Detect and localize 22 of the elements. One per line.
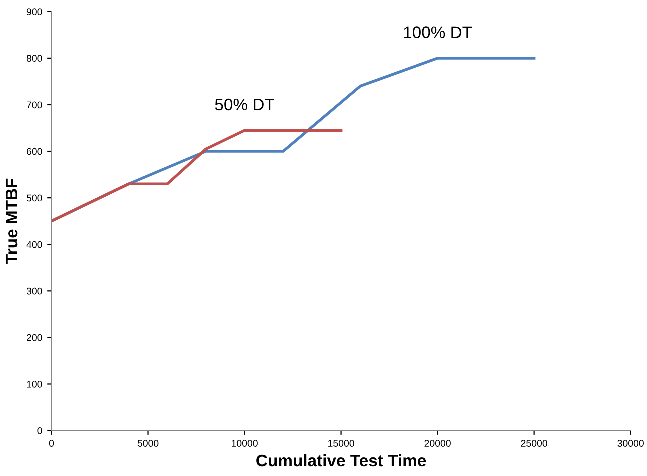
y-tick-label: 300 bbox=[26, 288, 42, 295]
x-tick-label: 5000 bbox=[138, 440, 159, 447]
x-tick-label: 15000 bbox=[328, 440, 354, 447]
x-axis-title: Cumulative Test Time bbox=[256, 454, 426, 467]
x-tick-label: 20000 bbox=[424, 440, 451, 447]
x-tick-label: 25000 bbox=[521, 440, 548, 447]
x-tick-label: 0 bbox=[49, 440, 54, 447]
y-tick-label: 0 bbox=[38, 428, 42, 434]
y-tick-label: 500 bbox=[26, 194, 42, 202]
y-tick-label: 400 bbox=[26, 241, 42, 248]
series-label: 100% DT bbox=[404, 26, 472, 38]
line-series bbox=[52, 129, 343, 223]
y-tick-label: 900 bbox=[26, 8, 42, 16]
y-tick-label: 200 bbox=[27, 334, 42, 342]
x-tick-label: 10000 bbox=[232, 440, 258, 447]
y-tick-label: 700 bbox=[27, 102, 42, 109]
y-tick-label: 800 bbox=[26, 55, 42, 62]
y-tick-label: 100 bbox=[27, 380, 42, 388]
y-axis-title: True MTBF bbox=[6, 178, 18, 264]
x-tick-label: 30000 bbox=[618, 440, 644, 447]
series-label: 50% DT bbox=[215, 98, 275, 111]
y-tick-label: 600 bbox=[27, 148, 42, 156]
